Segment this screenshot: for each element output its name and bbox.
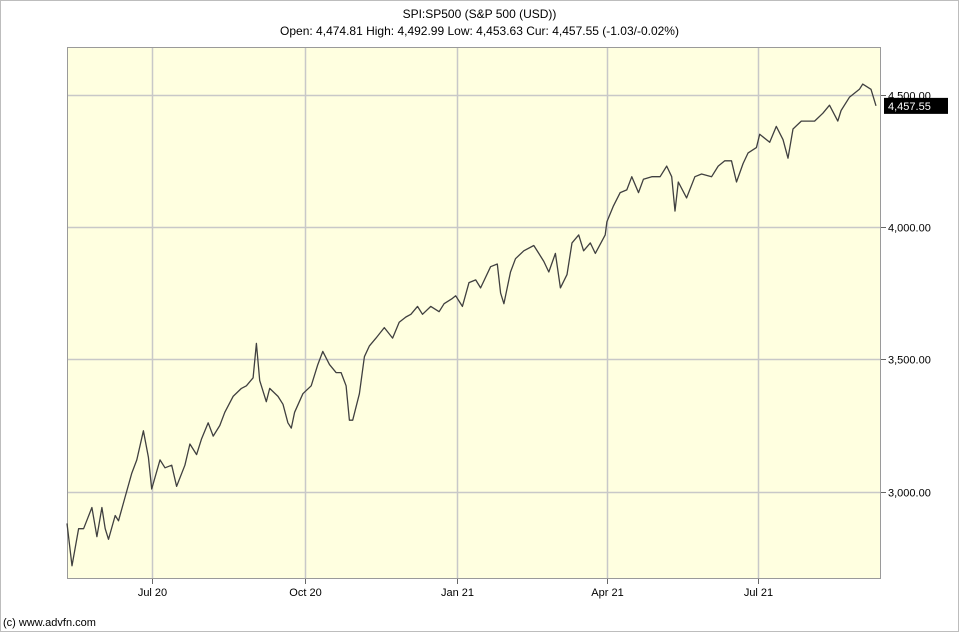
- plot-border: [67, 47, 881, 579]
- x-tick-label: Apr 21: [591, 587, 623, 599]
- x-tick-label: Jul 21: [744, 587, 773, 599]
- x-axis: Jul 20 Oct 20 Jan 21 Apr 21 Jul 21: [138, 579, 773, 599]
- y-tick-label: 3,000.00: [888, 488, 931, 500]
- y-tick-label: 3,500.00: [888, 355, 931, 367]
- x-tick-label: Oct 20: [289, 587, 321, 599]
- chart-title: SPI:SP500 (S&P 500 (USD)): [402, 7, 557, 21]
- copyright-text: (c) www.advfn.com: [3, 617, 96, 629]
- x-tick-label: Jan 21: [441, 587, 474, 599]
- current-price-badge-bg: [884, 97, 948, 114]
- price-line: [66, 83, 877, 567]
- y-axis: 3,000.003,500.004,000.004,500.00: [881, 91, 931, 500]
- plot-area: [67, 47, 881, 579]
- current-price-label: 4,457.55: [888, 101, 931, 113]
- y-tick-label: 4,000.00: [888, 223, 931, 235]
- current-price-badge: 4,457.55: [884, 97, 948, 114]
- chart-ohlc-summary: Open: 4,474.81 High: 4,492.99 Low: 4,453…: [280, 24, 679, 38]
- x-tick-label: Jul 20: [138, 587, 167, 599]
- grid-lines: [67, 47, 881, 579]
